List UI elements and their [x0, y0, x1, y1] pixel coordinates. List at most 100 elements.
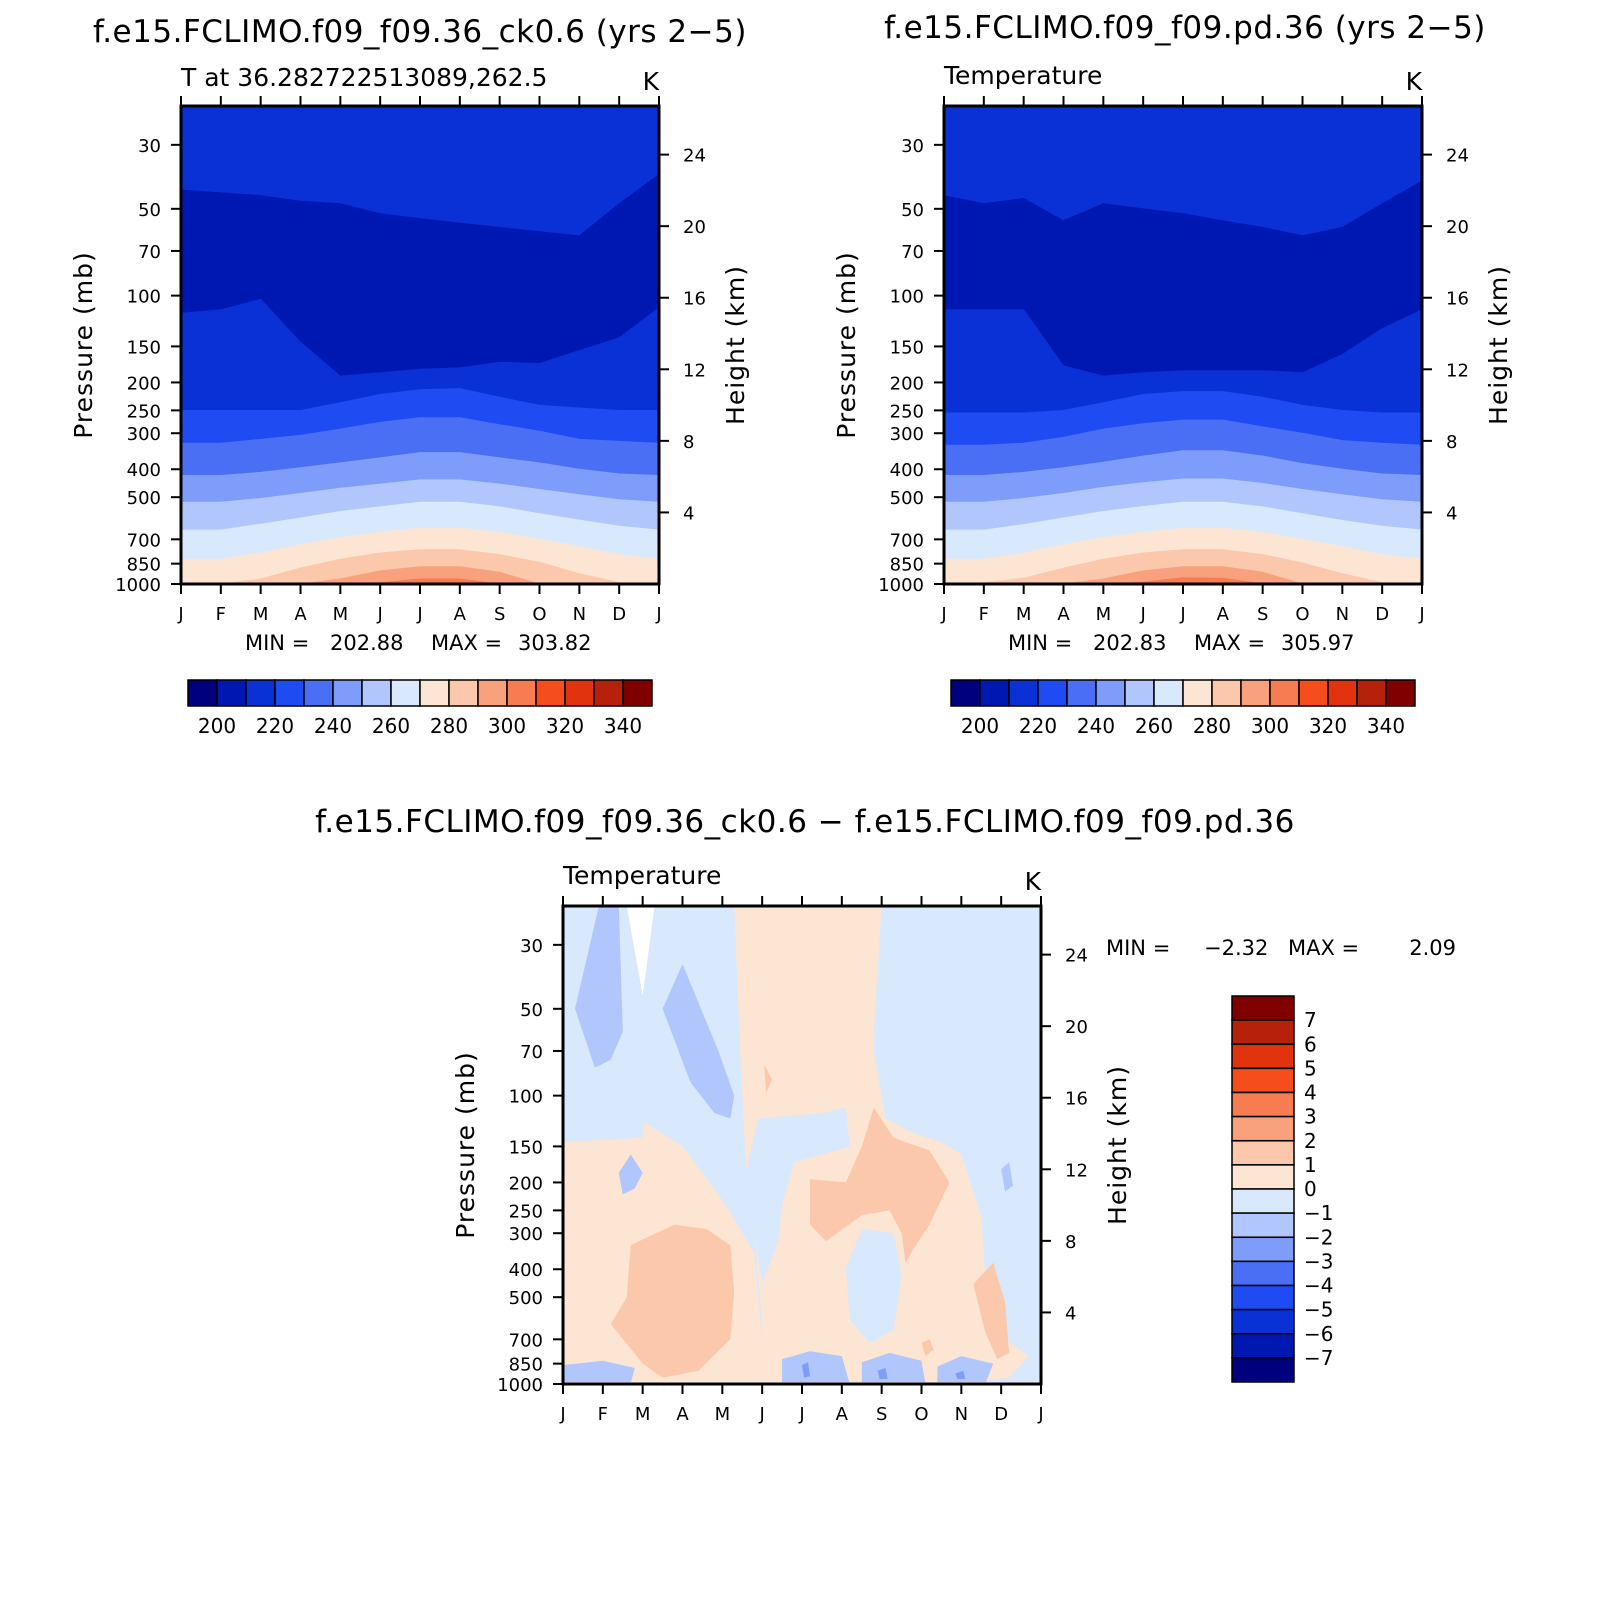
- panel-1-min-label: MIN =: [245, 631, 309, 655]
- colorbar-box: [1231, 1357, 1295, 1383]
- y-right-tick-label: 8: [1065, 1232, 1076, 1253]
- colorbar-box: [1327, 679, 1358, 707]
- y-tick-label: 30: [520, 936, 543, 957]
- y-tick-label: 30: [138, 136, 161, 157]
- y-tick-label: 150: [890, 337, 924, 358]
- diff-neg2-jan: [575, 906, 623, 1068]
- y-tick-label: 50: [138, 200, 161, 221]
- x-tick-label: J: [940, 604, 946, 625]
- diff-pos-dec: [973, 1262, 1010, 1360]
- diff-pos-oct: [921, 1339, 934, 1357]
- colorbar-label: 220: [1019, 714, 1057, 738]
- x-tick-label: J: [416, 604, 422, 625]
- x-tick-label: M: [253, 604, 269, 625]
- x-tick-label: N: [1336, 604, 1349, 625]
- colorbar-box: [979, 679, 1010, 707]
- panel-3-max-label: MAX =: [1288, 936, 1359, 960]
- x-tick-label: M: [635, 1404, 651, 1425]
- contour-band-10: [181, 566, 659, 584]
- diff-pos-jun: [764, 1064, 773, 1094]
- colorbar-box: [1231, 1043, 1295, 1070]
- x-tick-label: D: [612, 604, 626, 625]
- colorbar-box: [1231, 1164, 1295, 1190]
- x-tick-label: F: [979, 604, 989, 625]
- diff-neg3-jul: [802, 1362, 810, 1378]
- colorbar-label: 320: [1309, 714, 1347, 738]
- colorbar-box: [1231, 995, 1295, 1021]
- panel-1-contour-fill: [181, 106, 659, 584]
- x-tick-label: J: [759, 1404, 765, 1425]
- y-tick-label: 150: [509, 1137, 543, 1158]
- colorbar-label: −5: [1304, 1298, 1333, 1322]
- colorbar-box: [1231, 1188, 1295, 1214]
- panel-1-min-value: 202.88: [330, 631, 403, 655]
- colorbar-box: [1095, 679, 1126, 707]
- panel-2-min-label: MIN =: [1008, 631, 1072, 655]
- colorbar-box: [332, 679, 363, 707]
- panel-2-min-value: 202.83: [1093, 631, 1166, 655]
- diff-neg3-sep: [877, 1368, 888, 1379]
- y-right-tick-label: 24: [683, 146, 706, 167]
- y-right-tick-label: 16: [1065, 1089, 1088, 1110]
- y-right-tick-label: 20: [1446, 217, 1469, 238]
- y-tick-label: 70: [520, 1042, 543, 1063]
- panel-1-ylabel-right: Height (km): [721, 265, 750, 425]
- colorbar-box: [1231, 1260, 1295, 1287]
- colorbar-box: [1231, 1115, 1295, 1142]
- colorbar-box: [1153, 679, 1184, 707]
- diff-white-top: [626, 906, 655, 996]
- y-right-tick-label: 12: [683, 360, 706, 381]
- colorbar-box: [506, 679, 537, 707]
- colorbar-label: 280: [430, 714, 468, 738]
- colorbar-label: 300: [1251, 714, 1289, 738]
- diff-neg2-dec: [1001, 1162, 1014, 1192]
- colorbar-box: [564, 679, 595, 707]
- colorbar-box: [1356, 679, 1387, 707]
- colorbar-box: [1124, 679, 1155, 707]
- colorbar-label: 240: [1077, 714, 1115, 738]
- colorbar-box: [1066, 679, 1097, 707]
- y-tick-label: 200: [127, 373, 161, 394]
- panel-1-max-label: MAX =: [431, 631, 502, 655]
- x-tick-label: F: [598, 1404, 608, 1425]
- contour-band-11: [181, 578, 659, 584]
- colorbar-box: [274, 679, 305, 707]
- colorbar-box: [1231, 1140, 1295, 1166]
- diff-neg-mid: [746, 1107, 850, 1284]
- x-tick-label: J: [377, 604, 383, 625]
- colorbar-label: 200: [198, 714, 236, 738]
- y-tick-label: 400: [890, 460, 924, 481]
- y-tick-label: 50: [520, 1000, 543, 1021]
- colorbar-box: [1231, 1091, 1295, 1118]
- x-tick-label: A: [1057, 604, 1070, 625]
- panel-2-colorbar: 200 220 240 260 280 300 320 340: [950, 679, 1416, 738]
- diff-neg2-feb: [618, 1154, 643, 1195]
- colorbar-label: 280: [1193, 714, 1231, 738]
- panel-3-max-value: 2.09: [1409, 936, 1456, 960]
- colorbar-box: [477, 679, 508, 707]
- contour-band-11: [944, 577, 1422, 584]
- x-tick-label: M: [333, 604, 349, 625]
- panel-3-min-label: MIN =: [1106, 936, 1170, 960]
- y-tick-label: 70: [138, 242, 161, 263]
- colorbar-box: [1182, 679, 1213, 707]
- x-tick-label: F: [216, 604, 226, 625]
- y-right-tick-label: 4: [1065, 1303, 1076, 1324]
- colorbar-box: [1008, 679, 1039, 707]
- colorbar-box: [303, 679, 334, 707]
- diff-neg2-sfc-jan: [563, 1360, 635, 1384]
- colorbar-label: 1: [1304, 1153, 1317, 1177]
- colorbar-box: [448, 679, 479, 707]
- y-tick-label: 500: [890, 488, 924, 509]
- colorbar-label: −7: [1304, 1346, 1333, 1370]
- colorbar-box: [419, 679, 450, 707]
- x-tick-label: J: [1140, 604, 1146, 625]
- colorbar-box: [1269, 679, 1300, 707]
- panel-1-ylabel: Pressure (mb): [69, 251, 98, 438]
- y-tick-label: 300: [890, 424, 924, 445]
- panel-1-title: f.e15.FCLIMO.f09_f09.36_ck0.6 (yrs 2−5): [93, 14, 747, 50]
